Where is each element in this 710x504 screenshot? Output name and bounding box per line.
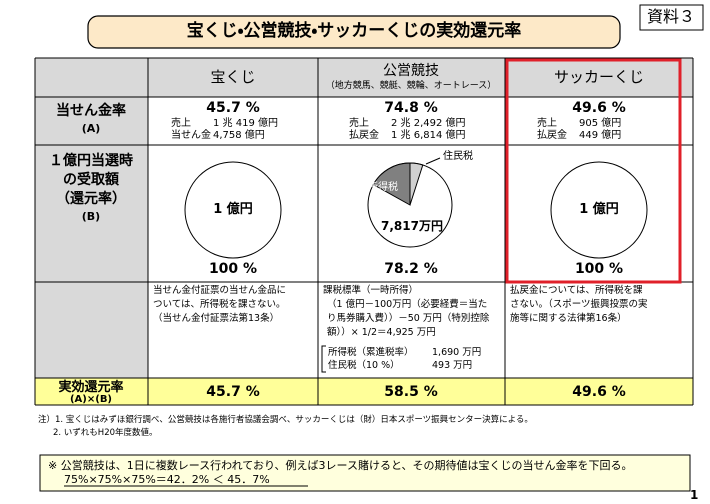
pie-label: 7,817万円 [381,219,443,233]
note-line: 額））× 1/2＝4,925 万円 [327,327,436,338]
line-label: 当せん金 [171,130,211,141]
value: 45.7 % [206,384,260,400]
column-subheader: （地方競馬、競艇、競輪、オートレース） [325,81,497,91]
value: 78.2 % [384,261,438,277]
circle-label: 1 億円 [213,202,253,217]
tax-value: 493 万円 [432,360,473,371]
circle [184,161,282,259]
effective-row-bg [35,378,693,405]
value: 49.6 % [572,100,626,116]
header-row-bg [35,58,693,97]
title-box [87,15,621,49]
row-label: (A)×(B) [69,394,113,405]
label-col-bg [35,97,148,378]
row-label: (A) [81,122,101,135]
line-value: 1 兆 419 億円 [213,118,278,129]
bracket [321,345,326,373]
line-value: 449 億円 [579,130,622,141]
line-label: 売上 [537,118,557,129]
note: ※ 公営競技は、1日に複数レース行われており、例えば3レース賭けると、その期待値… [48,459,633,472]
note: 75%×75%×75%＝42．2% ＜ 45．7% [64,473,270,486]
tax-label: 所得税（累進税率） [328,347,414,358]
column-header: 宝くじ [210,68,256,86]
note-line: ついては、所得税を課さない。 [153,299,286,310]
note-line: （当せん金付証票法第13条） [153,313,280,324]
tax-value: 1,690 万円 [432,347,482,358]
note-line: 施等に関する法律第16条） [510,313,627,324]
tax-label: 住民税（10 %） [328,360,400,371]
column-header: 公営競技 [383,63,439,79]
note-line: 課税標準（一時所得） [323,285,419,296]
highlight-box [505,58,682,284]
doc-label: 資料３ [646,7,696,26]
value: 58.5 % [384,384,438,400]
value: 100 % [574,261,624,277]
line-label: 売上 [171,118,191,129]
value: 100 % [208,261,258,277]
value: 49.6 % [572,384,626,400]
leader-line [425,157,441,165]
note-line: り馬券購入費））－50 万円（特別控除 [327,313,490,324]
note-line: 払戻金については、所得税を課 [510,285,643,296]
line-value: 905 億円 [579,118,622,129]
footnote: 注）1. 宝くじはみずほ銀行調べ、公営競技は各施行者協議会調べ、サッカーくじは（… [38,415,533,425]
footnote: 2. いずれもH20年度数値。 [53,428,158,438]
line-value: 4,758 億円 [213,130,265,141]
pie-label: 住民税 [443,151,473,162]
row-label: １億円当選時 [49,153,133,169]
line-label: 払戻金 [537,130,567,141]
page-number: 1 [690,488,699,502]
note-line: さない。（スポーツ振興投票の実 [510,299,648,310]
value: 45.7 % [206,100,260,116]
pie-label: 所得税 [368,182,398,193]
pie-slice [372,162,411,206]
note-line: （1 億円－100万円（必要経費＝当た [327,299,488,310]
circle-label: 1 億円 [579,202,619,217]
note-line: 当せん金付証票の当せん金品に [153,285,287,296]
row-label: の受取額 [63,172,119,188]
column-header: サッカーくじ [553,68,645,86]
line-label: 払戻金 [349,130,379,141]
row-label: （還元率） [56,191,126,207]
line-value: 2 兆 2,492 億円 [391,118,466,129]
row-label: 当せん金率 [56,103,126,119]
title: 宝くじ・公営競技・サッカーくじの実効還元率 [186,21,522,41]
row-label: 実効還元率 [58,380,124,395]
circle [550,161,648,259]
line-label: 売上 [349,118,369,129]
value: 74.8 % [384,100,438,116]
doc-label-box [639,4,704,31]
line-value: 1 兆 6,814 億円 [391,130,466,141]
note-box [39,454,691,492]
row-label: (B) [81,210,101,223]
